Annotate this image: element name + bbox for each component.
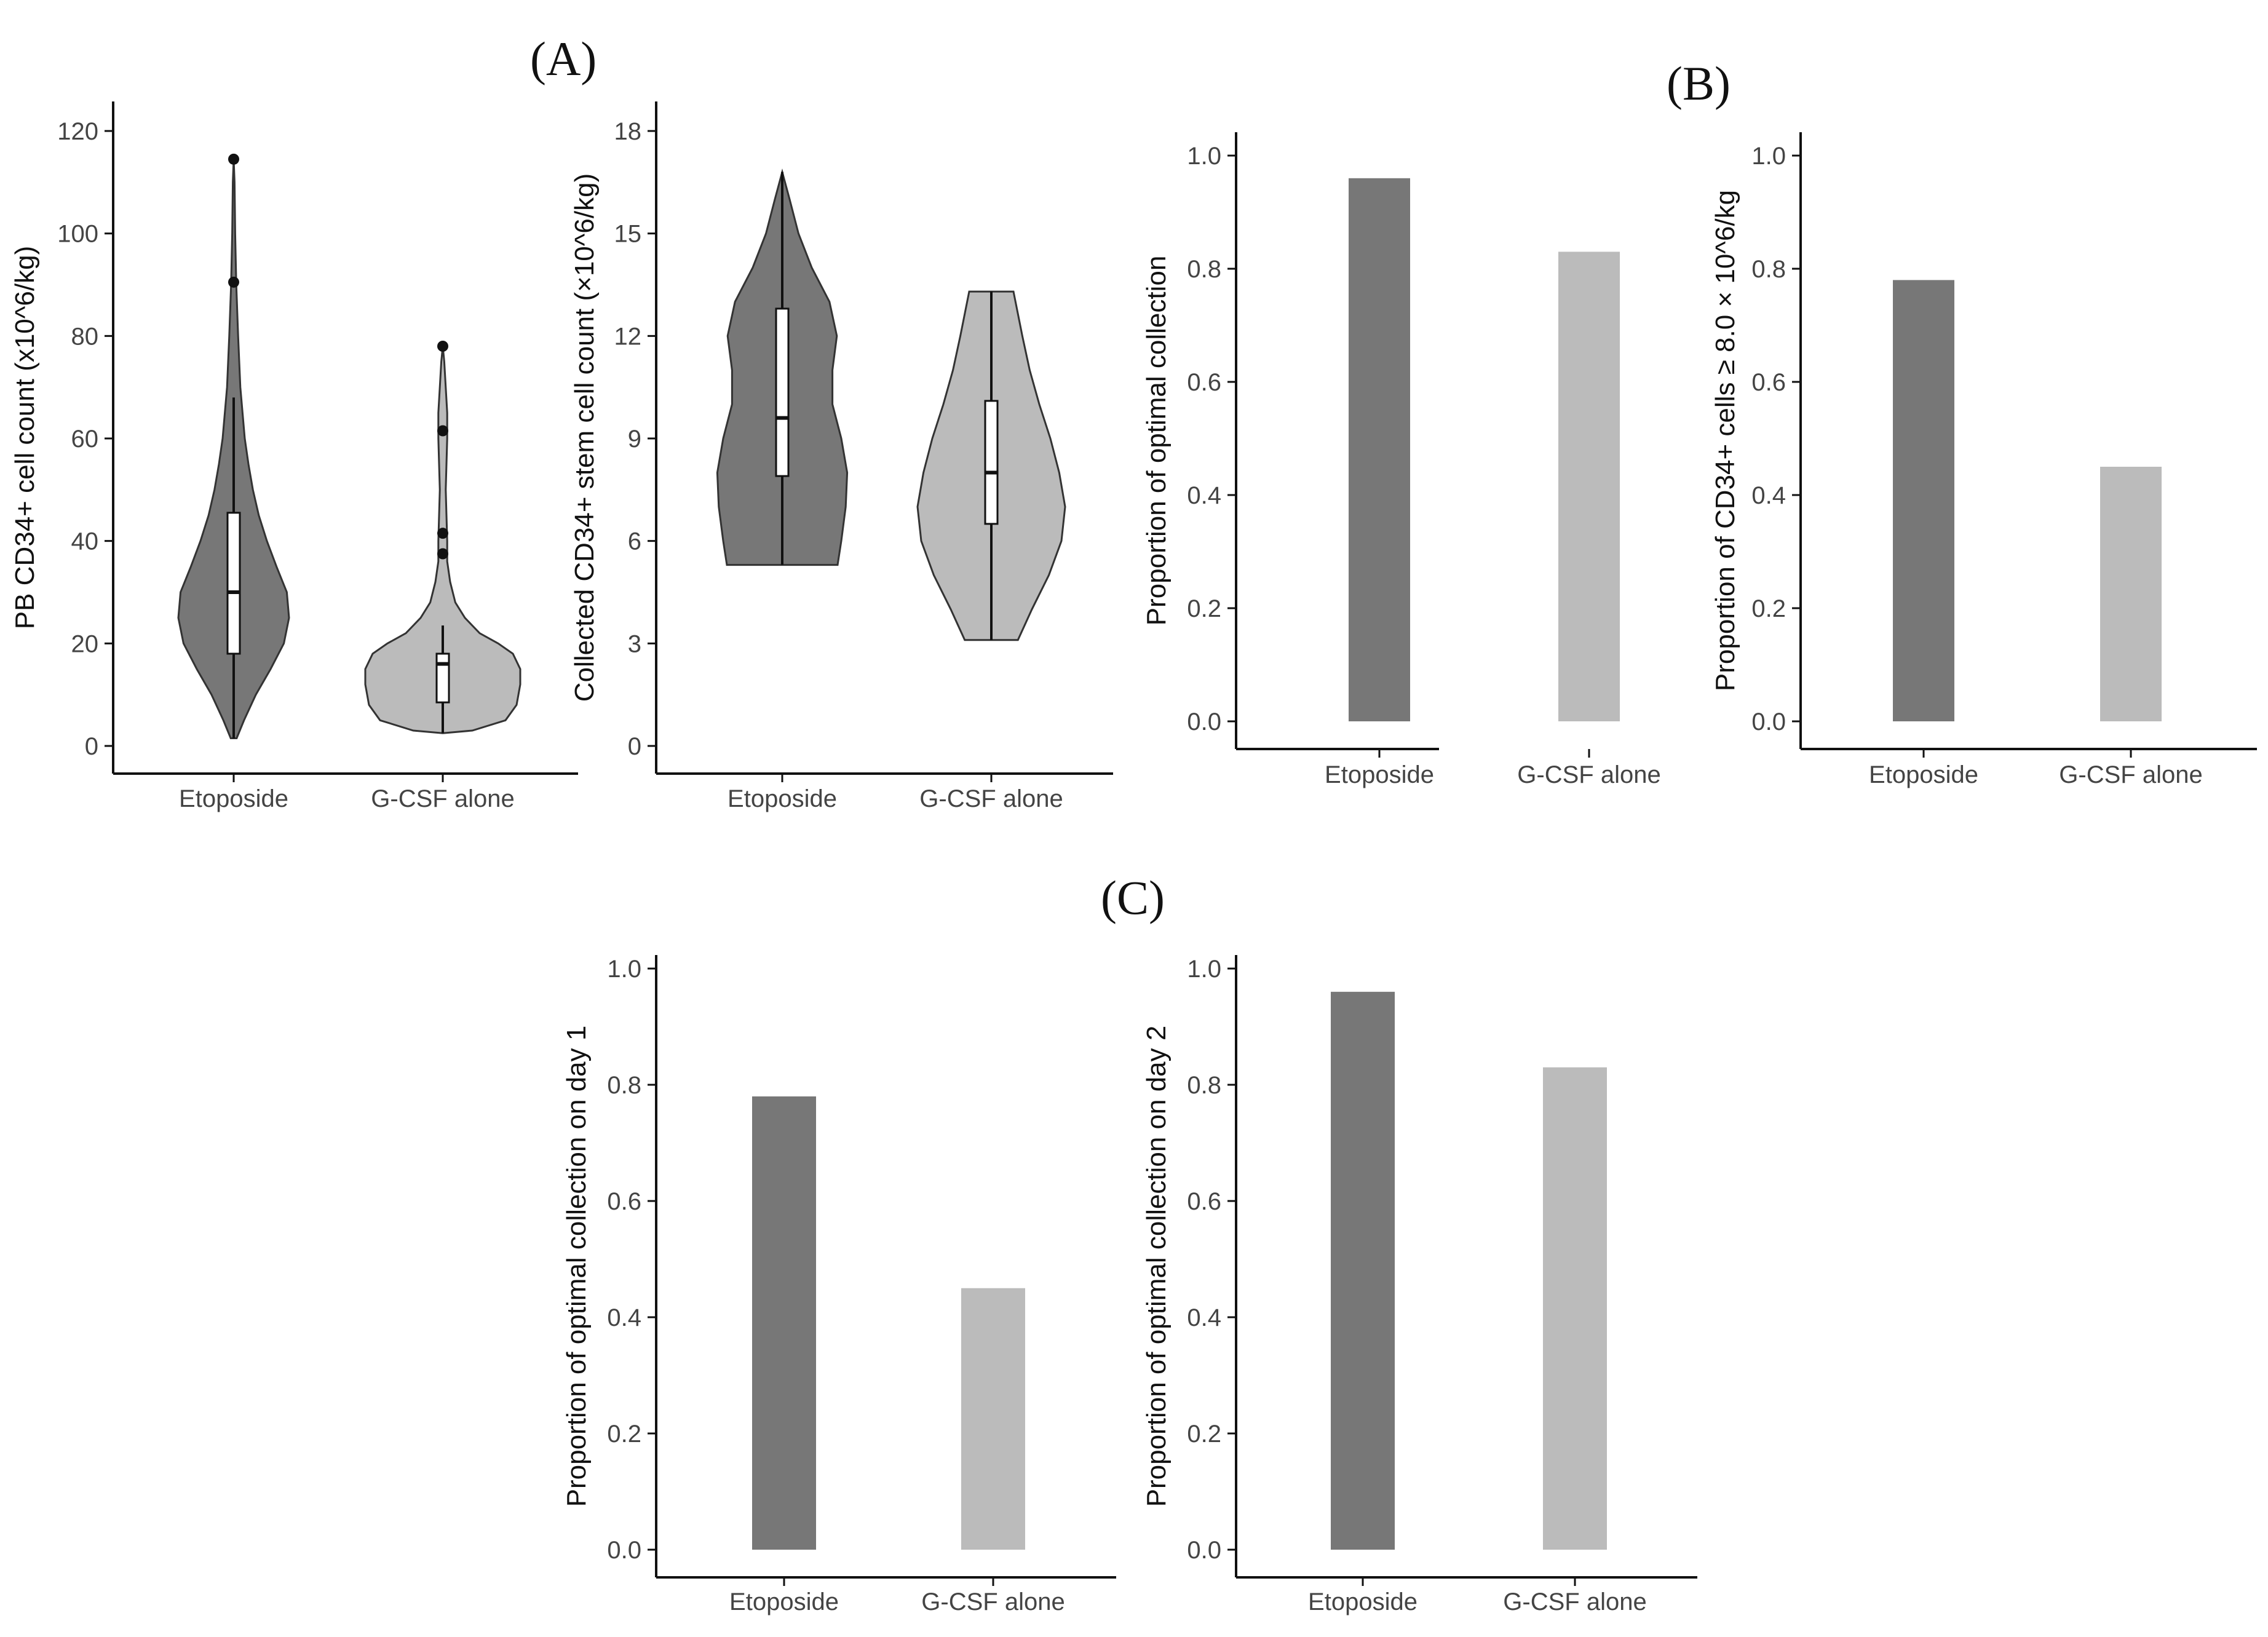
y-tick-label: 1.0 — [1187, 143, 1221, 170]
x-tick-label: G-CSF alone — [1517, 761, 1660, 788]
y-tick-label: 0.0 — [607, 1537, 641, 1564]
x-tick-label: Etoposide — [729, 1588, 839, 1615]
x-tick-label: Etoposide — [728, 785, 837, 812]
outlier-point — [437, 341, 448, 352]
y-axis-title: Proportion of CD34+ cells ≥ 8.0 × 10^6/k… — [1710, 190, 1740, 691]
bar-etoposide — [1893, 280, 1954, 721]
panel-label-a: (A) — [530, 32, 597, 85]
outlier-point — [228, 153, 239, 165]
collected-cd34-violin-chart: 0 3 6 9 12 15 18 Etoposide G-CSF alone Collected … — [569, 101, 1113, 812]
y-tick-label: 40 — [71, 528, 99, 555]
y-tick-label: 0 — [85, 733, 98, 760]
bar-gcsf-alone — [2100, 467, 2162, 721]
y-tick-label: 0.4 — [1187, 1304, 1221, 1331]
y-tick-label: 1.0 — [1751, 143, 1786, 170]
y-tick-label: 1.0 — [1187, 956, 1221, 983]
box-iqr — [775, 307, 790, 477]
y-tick-label: 0.2 — [1187, 1421, 1221, 1448]
bar-gcsf-alone — [961, 1288, 1025, 1550]
x-tick-label: G-CSF alone — [371, 785, 514, 812]
y-tick-label: 0.0 — [1187, 1537, 1221, 1564]
outlier-point — [437, 528, 448, 539]
optimal-collection-day2-bar-chart: 0.0 0.2 0.4 0.6 0.8 1.0 Etoposide G-CSF alone Pr… — [1141, 955, 1697, 1615]
y-tick-label: 18 — [614, 118, 642, 145]
bar-gcsf-alone — [1558, 252, 1620, 721]
y-tick-label: 3 — [628, 630, 641, 657]
y-tick-label: 15 — [614, 221, 642, 248]
outlier-point — [437, 548, 448, 560]
optimal-collection-day1-bar-chart: 0.0 0.2 0.4 0.6 0.8 1.0 Etoposide G-CSF alone Pr… — [561, 955, 1116, 1615]
panel-label-c: (C) — [1101, 871, 1165, 924]
y-axis-title: Collected CD34+ stem cell count (×10^6/k… — [569, 173, 600, 702]
y-tick-label: 100 — [57, 221, 98, 248]
y-tick-label: 60 — [71, 426, 99, 453]
box-iqr — [435, 652, 450, 704]
box-iqr — [984, 400, 999, 525]
y-axis-title: Proportion of optimal collection on day … — [561, 1026, 592, 1507]
y-tick-label: 0.0 — [1751, 708, 1786, 735]
y-axis-title: Proportion of optimal collection on day … — [1141, 1026, 1172, 1507]
bar-etoposide — [752, 1096, 816, 1550]
box-iqr — [226, 512, 241, 655]
y-tick-label: 0.6 — [1751, 369, 1786, 396]
y-tick-label: 9 — [628, 426, 641, 453]
y-tick-label: 0.4 — [607, 1304, 641, 1331]
x-tick-label: Etoposide — [1869, 761, 1978, 788]
y-tick-label: 0.4 — [1187, 482, 1221, 509]
y-tick-label: 20 — [71, 630, 99, 657]
y-tick-label: 12 — [614, 323, 642, 350]
y-tick-label: 6 — [628, 528, 641, 555]
y-tick-label: 0.8 — [1187, 1072, 1221, 1099]
y-tick-label: 0 — [628, 733, 641, 760]
y-tick-label: 0.8 — [1187, 256, 1221, 283]
y-tick-label: 1.0 — [607, 956, 641, 983]
outlier-point — [437, 425, 448, 437]
pb-cd34-violin-chart: 0 20 40 60 80 100 120 Etoposide G-CSF alone PB CD… — [10, 101, 578, 812]
y-tick-label: 0.0 — [1187, 708, 1221, 735]
y-tick-label: 0.8 — [1751, 256, 1786, 283]
y-tick-label: 0.6 — [1187, 1188, 1221, 1215]
x-tick-label: G-CSF alone — [921, 1588, 1065, 1615]
y-tick-label: 0.2 — [1187, 595, 1221, 622]
y-tick-label: 80 — [71, 323, 99, 350]
y-tick-label: 120 — [57, 118, 98, 145]
y-tick-label: 0.8 — [607, 1072, 641, 1099]
x-tick-label: Etoposide — [179, 785, 288, 812]
y-tick-label: 0.6 — [607, 1188, 641, 1215]
y-tick-label: 0.2 — [1751, 595, 1786, 622]
x-tick-label: G-CSF alone — [919, 785, 1063, 812]
y-tick-label: 0.4 — [1751, 482, 1786, 509]
outlier-point — [228, 276, 239, 288]
panel-label-b: (B) — [1667, 57, 1731, 110]
y-tick-label: 0.6 — [1187, 369, 1221, 396]
optimal-collection-bar-chart: 0.0 0.2 0.4 0.6 0.8 1.0 Etoposide G-CSF alone Pr… — [1141, 132, 1661, 788]
cd34-threshold-bar-chart: 0.0 0.2 0.4 0.6 0.8 1.0 Etoposide G-CSF alone Pr… — [1710, 132, 2257, 788]
bar-etoposide — [1331, 991, 1395, 1550]
x-tick-label: G-CSF alone — [2059, 761, 2202, 788]
bar-gcsf-alone — [1543, 1067, 1607, 1550]
y-axis-title: PB CD34+ cell count (x10^6/kg) — [10, 246, 40, 630]
x-tick-label: G-CSF alone — [1503, 1588, 1646, 1615]
x-tick-label: Etoposide — [1325, 761, 1434, 788]
bar-etoposide — [1349, 178, 1410, 721]
y-axis-title: Proportion of optimal collection — [1141, 256, 1172, 626]
y-tick-label: 0.2 — [607, 1421, 641, 1448]
x-tick-label: Etoposide — [1308, 1588, 1418, 1615]
